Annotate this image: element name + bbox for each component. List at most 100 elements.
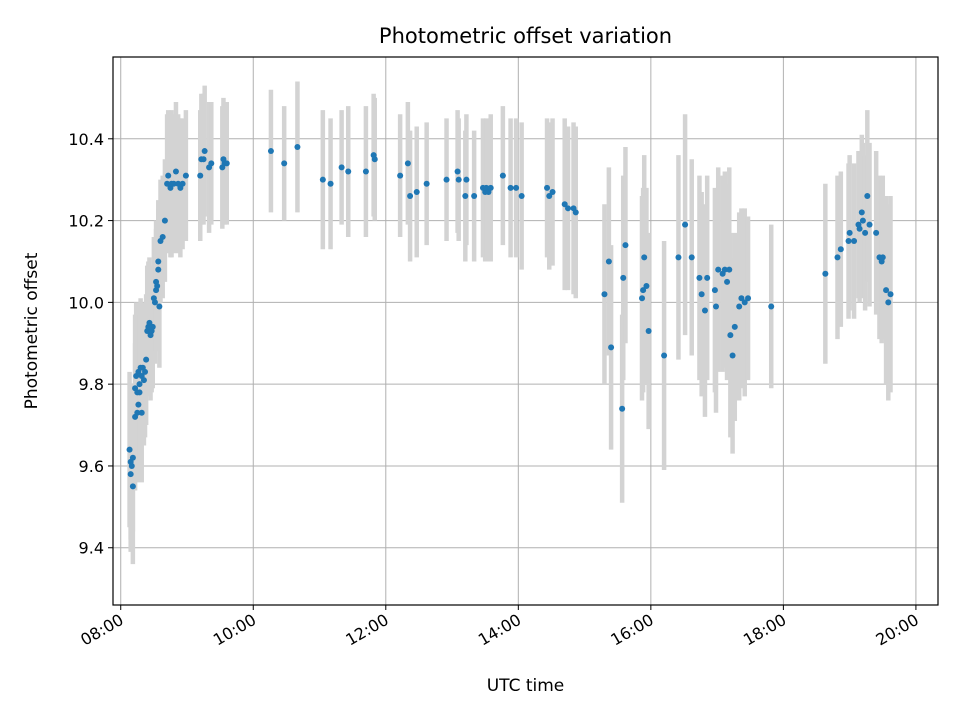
data-point — [682, 221, 689, 228]
data-point — [572, 209, 579, 216]
data-point — [281, 160, 288, 167]
data-point — [859, 217, 866, 224]
data-point — [727, 332, 734, 339]
data-point — [129, 454, 136, 461]
data-point — [856, 225, 863, 232]
data-point — [546, 193, 553, 200]
data-points — [126, 143, 894, 490]
data-point — [696, 274, 703, 281]
data-point — [507, 184, 514, 191]
data-point — [155, 266, 162, 273]
data-point — [601, 291, 608, 298]
y-tick-label: 10.0 — [68, 293, 104, 312]
data-point — [565, 205, 572, 212]
data-point — [462, 193, 469, 200]
data-point — [134, 409, 141, 416]
data-point — [136, 381, 143, 388]
data-point — [151, 299, 158, 306]
data-point — [362, 168, 369, 175]
data-point — [622, 242, 629, 249]
data-point — [713, 303, 720, 310]
data-point — [726, 266, 733, 273]
data-point — [135, 401, 142, 408]
data-point — [455, 176, 462, 183]
data-point — [513, 184, 520, 191]
data-point — [499, 172, 506, 179]
data-point — [864, 193, 871, 200]
data-point — [688, 254, 695, 261]
data-point — [407, 193, 414, 200]
data-point — [142, 368, 149, 375]
data-point — [404, 160, 411, 167]
data-point — [140, 377, 147, 384]
data-point — [170, 180, 177, 187]
y-tick-label: 9.4 — [79, 539, 104, 558]
data-point — [136, 389, 143, 396]
data-point — [738, 295, 745, 302]
data-point — [736, 303, 743, 310]
data-point — [154, 283, 161, 290]
data-point — [155, 258, 162, 265]
data-point — [413, 188, 420, 195]
data-point — [822, 270, 829, 277]
data-point — [561, 201, 568, 208]
data-point — [146, 319, 153, 326]
data-point — [873, 229, 880, 236]
data-point — [319, 176, 326, 183]
data-point — [858, 209, 865, 216]
data-point — [156, 303, 163, 310]
data-point — [397, 172, 404, 179]
data-point — [128, 462, 135, 469]
data-point — [643, 283, 650, 290]
data-point — [161, 217, 168, 224]
data-point — [267, 148, 274, 155]
data-point — [741, 299, 748, 306]
data-point — [327, 180, 334, 187]
data-point — [866, 221, 873, 228]
data-point — [641, 254, 648, 261]
data-point — [851, 238, 858, 245]
data-point — [454, 168, 461, 175]
data-point — [138, 409, 145, 416]
data-point — [126, 446, 133, 453]
data-point — [471, 193, 478, 200]
data-point — [371, 156, 378, 163]
data-point — [639, 295, 646, 302]
data-point — [463, 176, 470, 183]
data-point — [127, 471, 134, 478]
data-point — [721, 266, 728, 273]
x-axis-title: UTC time — [487, 676, 565, 696]
y-tick-label: 9.6 — [79, 457, 104, 476]
data-point — [640, 287, 647, 294]
data-point — [143, 356, 150, 363]
data-point — [518, 193, 525, 200]
data-point — [179, 180, 186, 187]
data-point — [711, 287, 718, 294]
data-point — [845, 238, 852, 245]
data-point — [729, 352, 736, 359]
data-point — [715, 266, 722, 273]
data-point — [883, 287, 890, 294]
data-point — [768, 303, 775, 310]
data-point — [846, 229, 853, 236]
data-point — [731, 323, 738, 330]
data-point — [879, 254, 886, 261]
data-point — [487, 184, 494, 191]
chart-title: Photometric offset variation — [379, 24, 672, 48]
data-point — [834, 254, 841, 261]
data-point — [200, 156, 207, 163]
data-point — [837, 246, 844, 253]
y-tick-label: 9.8 — [79, 375, 104, 394]
grid — [113, 57, 938, 605]
plot-frame — [112, 56, 939, 606]
data-point — [862, 229, 869, 236]
data-point — [129, 483, 136, 490]
y-axis-title: Photometric offset — [22, 252, 42, 409]
data-point — [208, 160, 215, 167]
data-point — [164, 180, 171, 187]
data-point — [661, 352, 668, 359]
data-point — [698, 291, 705, 298]
y-tick-label: 10.2 — [68, 212, 104, 231]
data-point — [345, 168, 352, 175]
data-point — [885, 299, 892, 306]
